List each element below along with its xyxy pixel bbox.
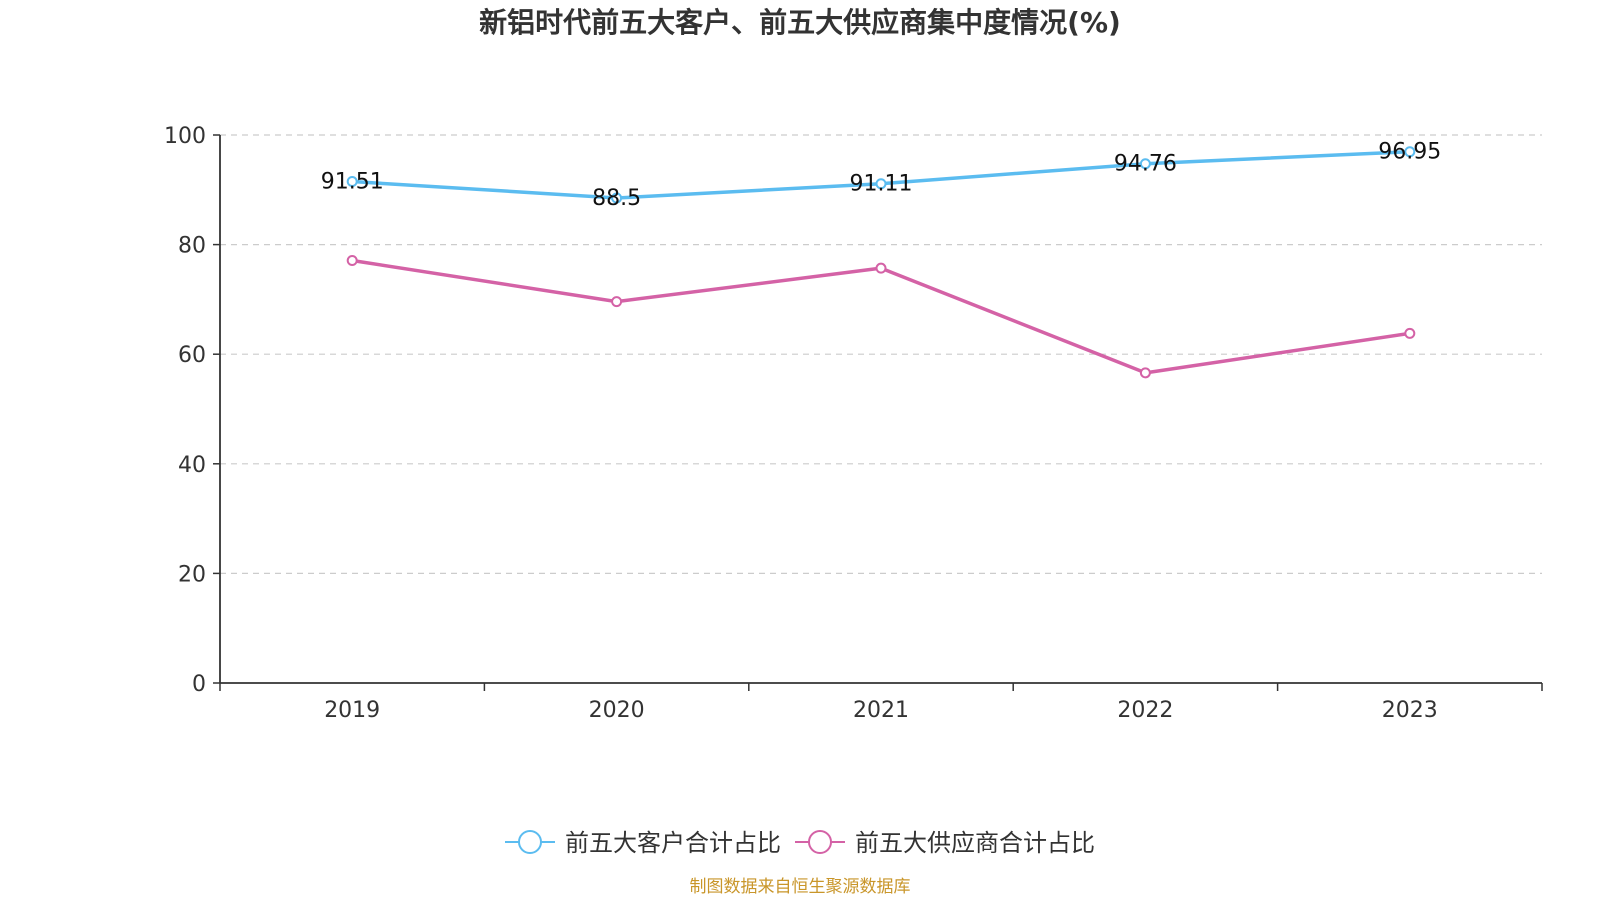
data-point — [1404, 146, 1416, 158]
y-tick-label: 0 — [192, 672, 206, 697]
legend-item-1: 前五大客户合计占比 — [505, 829, 781, 857]
axes: 0 20 40 60 80 100 2019 2020 2021 2022 2023 — [164, 124, 1543, 723]
data-label: 96.95 — [1378, 140, 1441, 165]
y-tick-label: 80 — [178, 234, 206, 259]
series-layer: 91.51 88.5 91.11 94.76 96.95 — [321, 140, 1442, 379]
data-point — [346, 254, 358, 266]
data-point — [1139, 367, 1151, 379]
chart-title: 新铝时代前五大客户、前五大供应商集中度情况(%) — [479, 6, 1121, 39]
data-point — [346, 176, 358, 188]
x-tick-label: 2019 — [324, 698, 380, 723]
data-label: 94.76 — [1114, 152, 1177, 177]
data-point — [1139, 158, 1151, 170]
y-tick-label: 100 — [164, 124, 206, 149]
data-point — [875, 262, 887, 274]
legend: 前五大客户合计占比 前五大供应商合计占比 — [505, 829, 1095, 857]
legend-item-2: 前五大供应商合计占比 — [795, 829, 1095, 857]
legend-label: 前五大供应商合计占比 — [855, 829, 1095, 857]
data-point — [611, 296, 623, 308]
x-tick-label: 2022 — [1117, 698, 1173, 723]
y-tick-label: 60 — [178, 343, 206, 368]
legend-marker-icon — [808, 830, 832, 854]
x-tick-label: 2020 — [589, 698, 645, 723]
data-point — [1404, 327, 1416, 339]
legend-label: 前五大客户合计占比 — [565, 829, 781, 857]
data-point — [611, 192, 623, 204]
data-label: 88.5 — [592, 186, 641, 211]
y-tick-label: 40 — [178, 453, 206, 478]
series-1: 91.51 88.5 91.11 94.76 96.95 — [321, 140, 1442, 211]
legend-marker-icon — [518, 830, 542, 854]
data-label: 91.51 — [321, 170, 384, 195]
data-point — [875, 178, 887, 190]
x-tick-label: 2021 — [853, 698, 909, 723]
series-2 — [346, 254, 1416, 379]
series-line — [350, 258, 1412, 375]
x-tick-label: 2023 — [1382, 698, 1438, 723]
source-note: 制图数据来自恒生聚源数据库 — [690, 877, 911, 897]
y-tick-label: 20 — [178, 562, 206, 587]
grid-lines — [220, 134, 1542, 575]
data-label: 91.11 — [850, 172, 913, 197]
